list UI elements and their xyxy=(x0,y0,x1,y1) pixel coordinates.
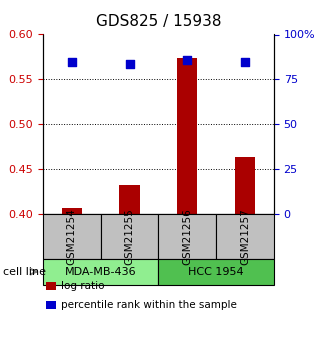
Text: percentile rank within the sample: percentile rank within the sample xyxy=(61,300,237,310)
Text: HCC 1954: HCC 1954 xyxy=(188,267,244,277)
Point xyxy=(127,61,132,67)
Text: GSM21257: GSM21257 xyxy=(240,208,250,265)
Bar xyxy=(235,157,255,214)
Title: GDS825 / 15938: GDS825 / 15938 xyxy=(96,14,221,29)
Bar xyxy=(62,208,82,214)
Text: cell line: cell line xyxy=(3,267,46,277)
Text: log ratio: log ratio xyxy=(61,282,105,291)
Text: GSM21255: GSM21255 xyxy=(124,208,135,265)
Text: GSM21256: GSM21256 xyxy=(182,208,192,265)
Text: GSM21254: GSM21254 xyxy=(67,208,77,265)
Text: MDA-MB-436: MDA-MB-436 xyxy=(65,267,137,277)
Point xyxy=(242,60,248,65)
Point xyxy=(184,57,190,62)
Point xyxy=(69,60,74,65)
Bar xyxy=(119,185,140,214)
Bar xyxy=(177,58,197,214)
